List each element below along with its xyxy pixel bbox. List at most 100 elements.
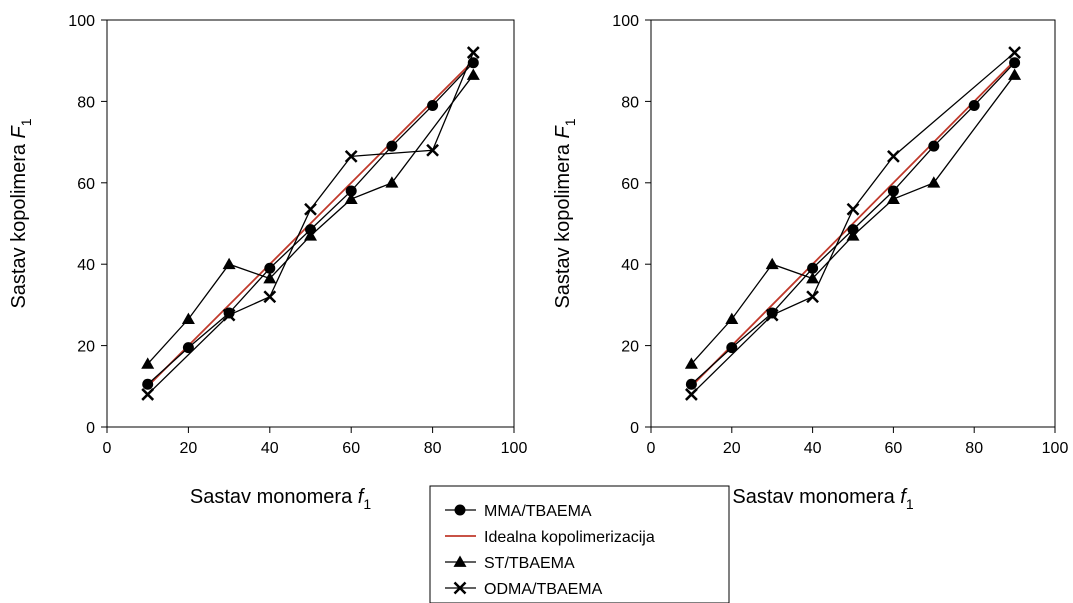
- y-tick-label: 20: [621, 339, 639, 356]
- data-point-mma-tbaema: [427, 99, 439, 111]
- x-axis-label: Sastav monomera f1: [190, 486, 371, 512]
- x-tick-label: 20: [180, 440, 198, 457]
- data-point-st-tbaema: [181, 312, 195, 325]
- data-point-st-tbaema: [927, 176, 941, 188]
- x-tick-label: 100: [1042, 440, 1069, 457]
- legend-entry-st-tbaema: ST/TBAEMA: [445, 555, 575, 572]
- data-point-mma-tbaema: [386, 140, 398, 152]
- data-point-st-tbaema: [765, 257, 779, 270]
- y-tick-label: 80: [77, 94, 95, 111]
- x-tick-label: 80: [424, 440, 442, 457]
- x-tick-label: 40: [261, 440, 279, 457]
- data-point-odma-tbaema: [263, 290, 277, 304]
- data-point-odma-tbaema: [141, 388, 155, 401]
- y-tick-label: 40: [77, 257, 95, 274]
- legend-label: ODMA/TBAEMA: [484, 581, 603, 598]
- data-point-odma-tbaema: [1008, 46, 1021, 59]
- x-tick-label: 40: [804, 440, 822, 457]
- x-tick-label: 0: [103, 440, 112, 457]
- legend-label: Idealna kopolimerizacija: [484, 529, 655, 546]
- series-mma-tbaema: [685, 57, 1021, 390]
- y-axis-label: Sastav kopolimera F1: [8, 118, 34, 308]
- y-tick-label: 40: [621, 257, 639, 274]
- data-point-odma-tbaema: [685, 388, 698, 401]
- y-tick-label: 0: [86, 420, 95, 437]
- legend-entry-idealna-kopolimerizacija: Idealna kopolimerizacija: [445, 529, 655, 546]
- data-point-mma-tbaema: [305, 224, 316, 236]
- data-point-odma-tbaema: [426, 143, 439, 157]
- y-tick-label: 60: [77, 176, 95, 193]
- data-point-st-tbaema: [886, 192, 900, 204]
- legend-box: [429, 485, 730, 603]
- data-point-odma-tbaema: [304, 202, 317, 216]
- series-line-idealna-kopolimerizacija: [147, 60, 474, 387]
- legend-marker: [453, 555, 467, 567]
- legend-entry-mma-tbaema: MMA/TBAEMA: [445, 503, 592, 520]
- y-tick-label: 20: [77, 339, 95, 356]
- data-point-mma-tbaema: [766, 307, 778, 319]
- data-point-mma-tbaema: [345, 185, 357, 197]
- data-point-odma-tbaema: [887, 149, 900, 163]
- data-point-st-tbaema: [141, 357, 155, 369]
- data-point-odma-tbaema: [466, 46, 480, 59]
- chart-panel-right: 0 20 40 60 80 100 0 20 40 60 80 100 Sastav monomera …: [552, 13, 1068, 512]
- series-st-tbaema: [684, 68, 1022, 369]
- x-tick-label: 60: [885, 440, 903, 457]
- y-tick-label: 100: [612, 13, 639, 30]
- legend-marker: [453, 581, 467, 595]
- y-axis-label: Sastav kopolimera F1: [552, 118, 578, 308]
- legend-label: ST/TBAEMA: [484, 555, 575, 572]
- data-point-mma-tbaema: [467, 57, 479, 69]
- data-point-st-tbaema: [684, 357, 698, 369]
- data-point-mma-tbaema: [223, 307, 235, 319]
- x-tick-label: 80: [965, 440, 983, 457]
- x-tick-label: 0: [647, 440, 656, 457]
- legend-marker: [454, 504, 466, 516]
- data-point-mma-tbaema: [685, 378, 697, 390]
- series-st-tbaema: [141, 68, 480, 369]
- data-point-mma-tbaema: [726, 342, 738, 354]
- y-tick-label: 0: [630, 420, 639, 437]
- data-point-st-tbaema: [222, 257, 236, 270]
- legend-label: MMA/TBAEMA: [484, 503, 592, 520]
- data-point-odma-tbaema: [846, 202, 860, 216]
- chart-panel-left: 0 20 40 60 80 100 0 20 40 60 80 100 Sastav monomera …: [8, 13, 527, 512]
- series-line-st-tbaema: [147, 74, 474, 365]
- series-line-idealna-kopolimerizacija: [690, 60, 1016, 387]
- data-point-mma-tbaema: [847, 224, 859, 236]
- series-idealna-kopolimerizacija: [147, 60, 474, 387]
- data-point-mma-tbaema: [887, 185, 899, 197]
- series-idealna-kopolimerizacija: [690, 60, 1016, 387]
- plot-frame: [106, 19, 515, 428]
- x-axis-label: Sastav monomera f1: [732, 486, 913, 512]
- x-tick-label: 20: [723, 440, 741, 457]
- data-point-st-tbaema: [385, 176, 399, 188]
- data-point-mma-tbaema: [928, 140, 940, 152]
- legend: MMA/TBAEMA Idealna kopolimerizacija ST/TBA…: [429, 485, 730, 603]
- legend-entry-odma-tbaema: ODMA/TBAEMA: [445, 581, 603, 598]
- data-point-odma-tbaema: [806, 290, 819, 304]
- x-tick-label: 60: [342, 440, 360, 457]
- series-mma-tbaema: [142, 57, 479, 390]
- series-line-odma-tbaema: [690, 52, 1016, 395]
- data-point-st-tbaema: [806, 271, 820, 284]
- data-point-mma-tbaema: [968, 99, 980, 111]
- y-tick-label: 60: [621, 176, 639, 193]
- series-line-st-tbaema: [690, 74, 1016, 365]
- data-point-mma-tbaema: [182, 342, 194, 354]
- data-point-odma-tbaema: [344, 149, 358, 163]
- x-tick-label: 100: [501, 440, 528, 457]
- data-point-st-tbaema: [466, 68, 480, 80]
- data-point-mma-tbaema: [1009, 57, 1021, 69]
- data-point-st-tbaema: [1008, 68, 1022, 80]
- y-tick-label: 100: [68, 13, 95, 30]
- y-tick-label: 80: [621, 94, 639, 111]
- plot-frame: [650, 19, 1056, 428]
- data-point-st-tbaema: [263, 271, 277, 284]
- data-point-mma-tbaema: [807, 262, 819, 274]
- data-point-mma-tbaema: [264, 262, 276, 274]
- data-point-mma-tbaema: [142, 378, 154, 390]
- data-point-st-tbaema: [725, 312, 739, 325]
- data-point-st-tbaema: [344, 192, 358, 204]
